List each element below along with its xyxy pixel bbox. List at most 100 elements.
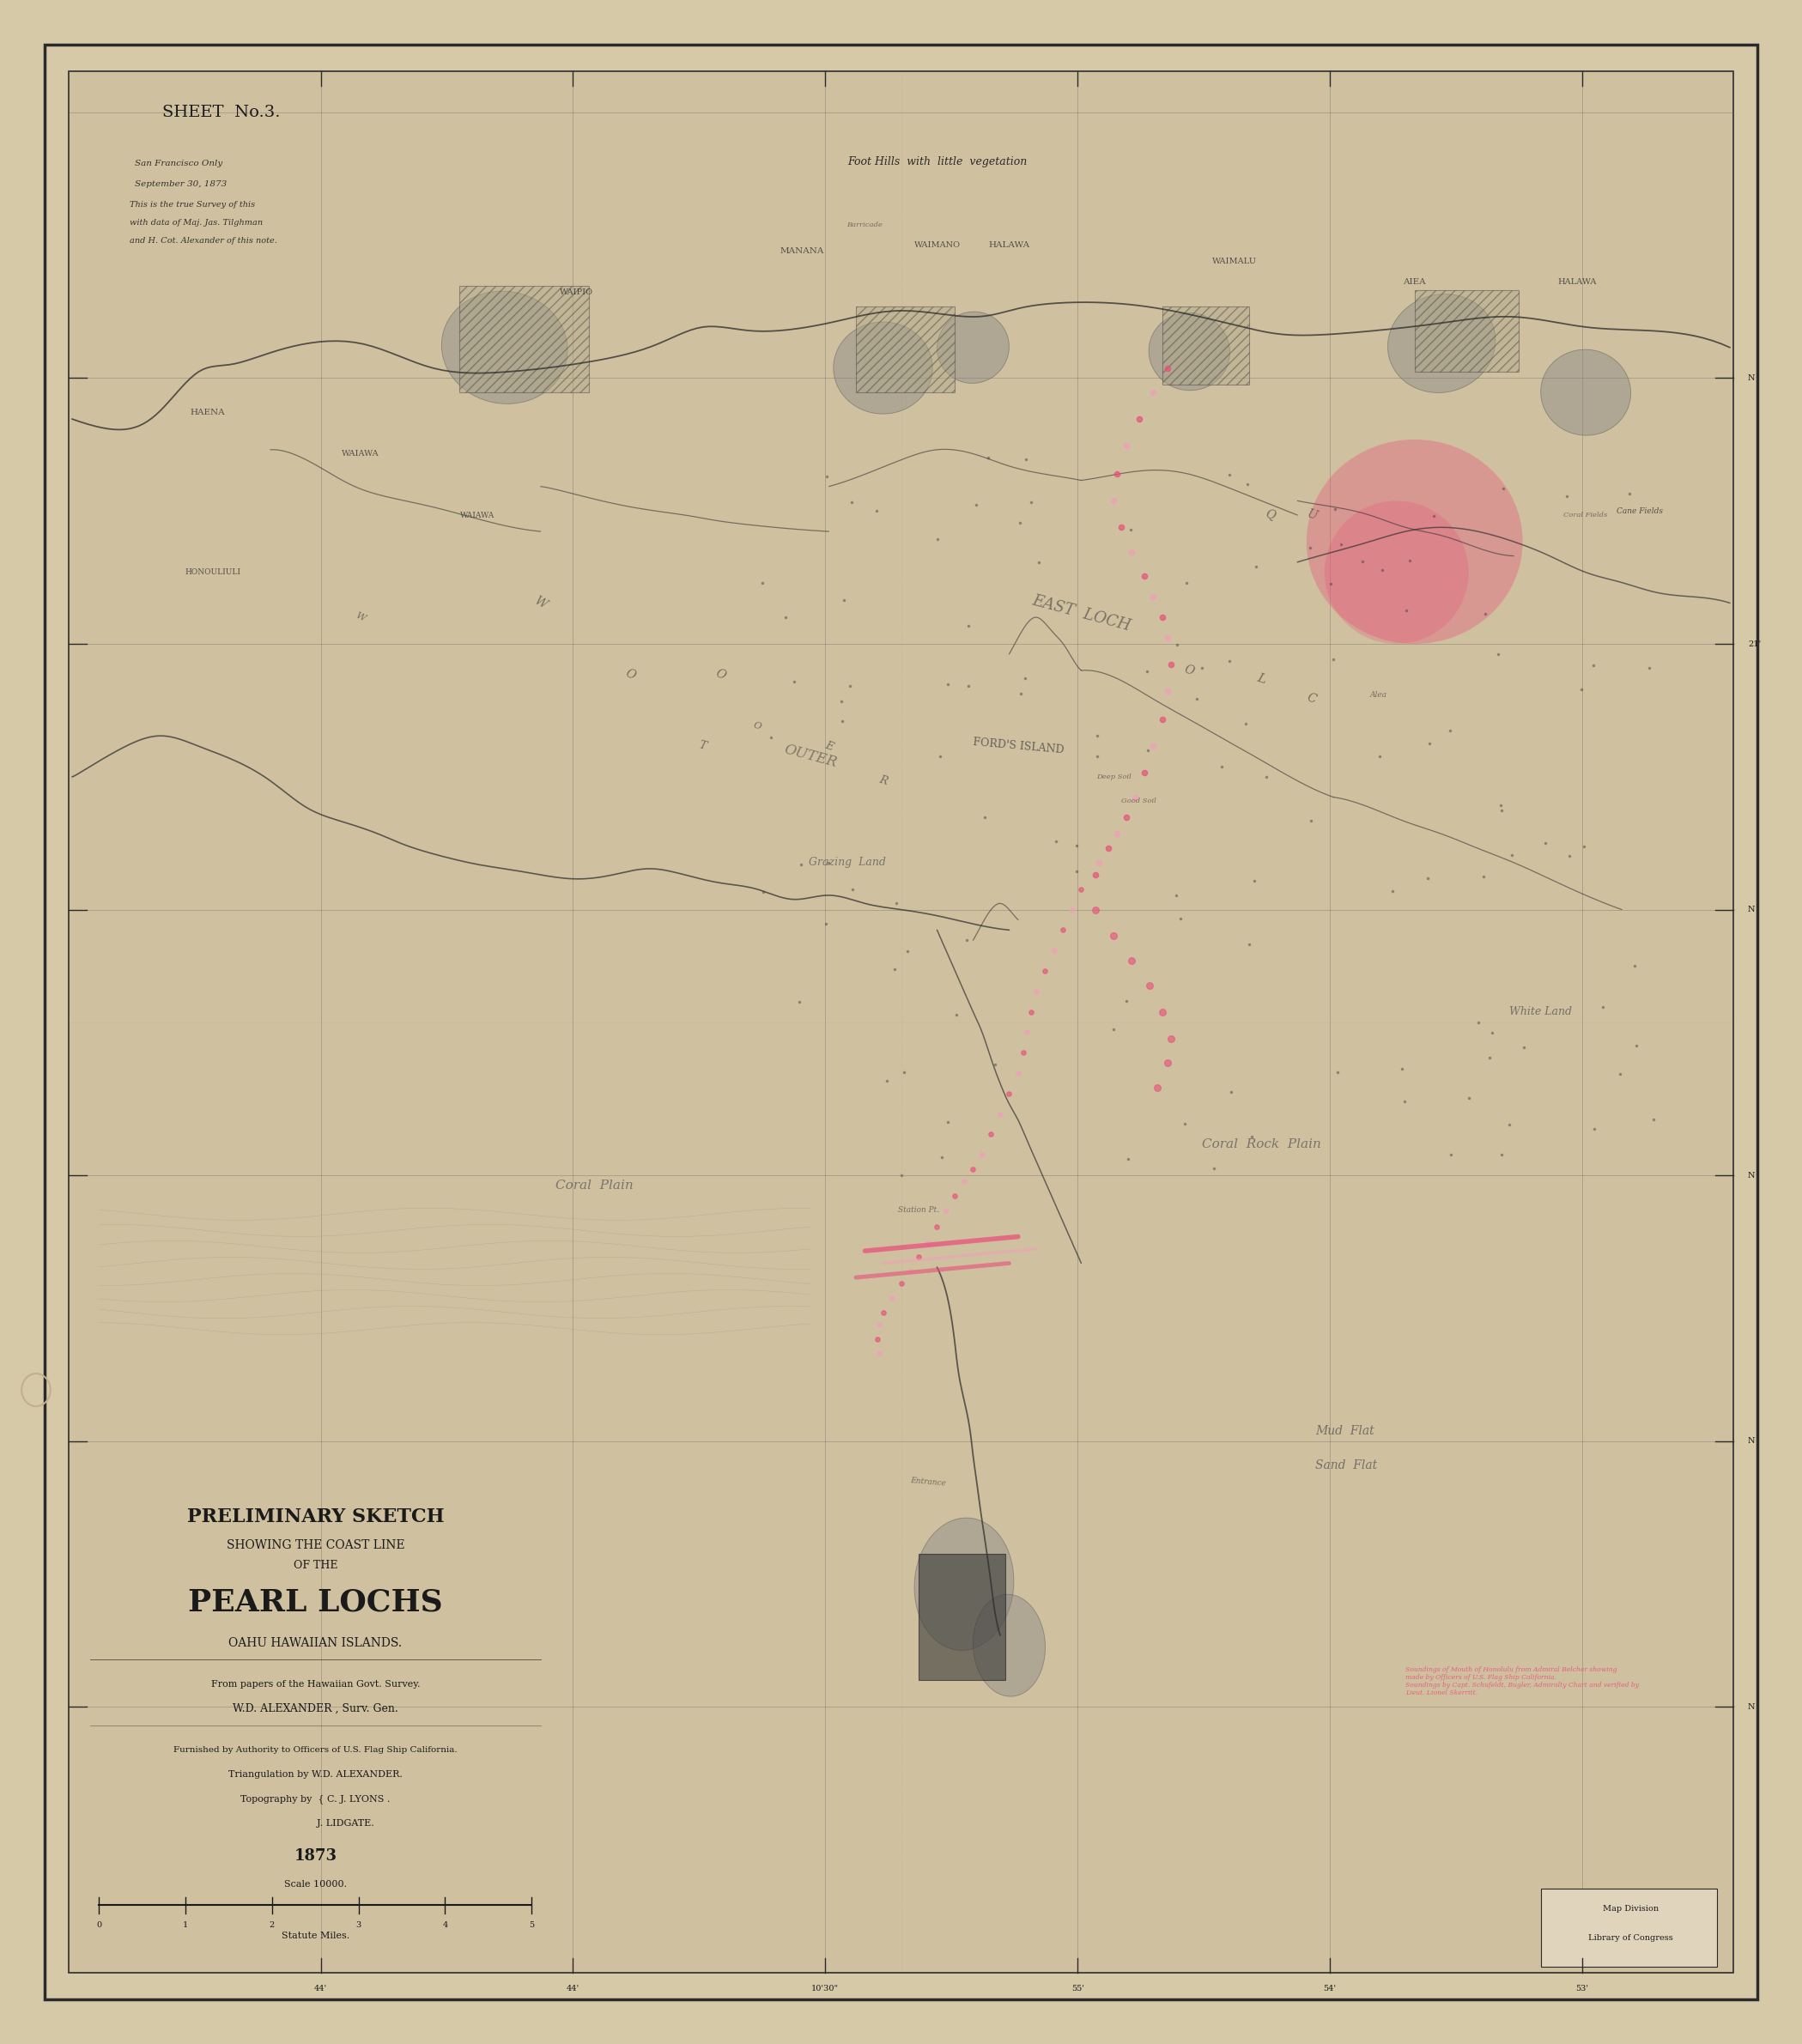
Text: OF THE: OF THE bbox=[294, 1560, 337, 1572]
Text: 44': 44' bbox=[314, 1985, 328, 1993]
Text: and H. Cot. Alexander of this note.: and H. Cot. Alexander of this note. bbox=[130, 237, 278, 245]
Point bbox=[1200, 1151, 1229, 1183]
Point bbox=[1620, 950, 1649, 983]
Point bbox=[1510, 1032, 1539, 1065]
Text: 53': 53' bbox=[1575, 1985, 1589, 1993]
Point bbox=[1171, 566, 1200, 599]
Point bbox=[1006, 507, 1034, 540]
Text: R: R bbox=[878, 775, 888, 787]
Point bbox=[1215, 644, 1243, 677]
Text: Good Soil: Good Soil bbox=[1121, 797, 1157, 805]
Point bbox=[1388, 1053, 1416, 1085]
Point bbox=[1042, 826, 1070, 858]
Text: OUTER: OUTER bbox=[782, 742, 840, 771]
Text: N: N bbox=[1748, 1437, 1755, 1445]
Text: Scale 10000.: Scale 10000. bbox=[285, 1880, 346, 1889]
Point bbox=[836, 668, 865, 701]
Text: with data of Maj. Jas. Tilghman: with data of Maj. Jas. Tilghman bbox=[130, 219, 263, 227]
Point bbox=[1182, 683, 1211, 715]
Text: Triangulation by W.D. ALEXANDER.: Triangulation by W.D. ALEXANDER. bbox=[229, 1770, 402, 1778]
Text: Entrance: Entrance bbox=[910, 1476, 946, 1488]
Text: Statute Miles.: Statute Miles. bbox=[281, 1932, 350, 1940]
Text: O: O bbox=[623, 666, 638, 683]
Point bbox=[784, 985, 813, 1018]
Point bbox=[1188, 652, 1216, 685]
Text: From papers of the Hawaiian Govt. Survey.: From papers of the Hawaiian Govt. Survey… bbox=[211, 1680, 420, 1688]
Point bbox=[894, 934, 923, 967]
Point bbox=[923, 523, 951, 556]
Point bbox=[1555, 840, 1584, 873]
Text: Alea: Alea bbox=[1370, 691, 1388, 699]
Point bbox=[1622, 1030, 1651, 1063]
Point bbox=[786, 848, 815, 881]
Text: N: N bbox=[1748, 374, 1755, 382]
Bar bbox=[919, 1553, 1006, 1680]
Point bbox=[942, 1000, 971, 1032]
Text: 21': 21' bbox=[1748, 640, 1761, 648]
Point bbox=[1476, 1040, 1505, 1073]
Point bbox=[863, 495, 892, 527]
Point bbox=[1162, 630, 1191, 662]
Point bbox=[771, 601, 800, 634]
Point bbox=[881, 887, 910, 920]
Point bbox=[973, 442, 1002, 474]
Point bbox=[811, 908, 840, 940]
Text: Barricade: Barricade bbox=[847, 221, 883, 229]
Point bbox=[813, 460, 842, 493]
Point bbox=[1011, 444, 1040, 476]
Point bbox=[1319, 644, 1348, 677]
Text: Cane Fields: Cane Fields bbox=[1616, 507, 1663, 515]
Text: 1873: 1873 bbox=[294, 1848, 337, 1864]
Text: HALAWA: HALAWA bbox=[1557, 278, 1597, 286]
Text: This is the true Survey of this: This is the true Survey of this bbox=[130, 200, 256, 208]
Point bbox=[1487, 789, 1515, 822]
Point bbox=[1114, 1143, 1142, 1175]
Text: 3: 3 bbox=[357, 1921, 360, 1930]
Text: SHOWING THE COAST LINE: SHOWING THE COAST LINE bbox=[227, 1539, 404, 1551]
Point bbox=[1215, 458, 1243, 491]
Text: Furnished by Authority to Officers of U.S. Flag Ship California.: Furnished by Authority to Officers of U.… bbox=[173, 1746, 458, 1754]
Text: San Francisco Only: San Francisco Only bbox=[135, 159, 223, 168]
Text: WAIMALU: WAIMALU bbox=[1213, 258, 1256, 266]
Point bbox=[1083, 740, 1112, 773]
Point bbox=[1323, 1057, 1352, 1089]
Point bbox=[1296, 531, 1324, 564]
Point bbox=[1483, 638, 1512, 670]
Point bbox=[1570, 830, 1598, 863]
Text: O: O bbox=[1182, 662, 1197, 679]
Text: 5: 5 bbox=[530, 1921, 533, 1930]
Point bbox=[933, 668, 962, 701]
Point bbox=[1169, 1108, 1198, 1141]
Point bbox=[962, 489, 991, 521]
Text: W: W bbox=[355, 611, 366, 623]
Ellipse shape bbox=[973, 1594, 1045, 1697]
Point bbox=[1379, 875, 1407, 908]
Point bbox=[1389, 1085, 1418, 1118]
Point bbox=[1099, 1014, 1128, 1047]
Point bbox=[1606, 1057, 1634, 1089]
Point bbox=[1133, 734, 1162, 766]
Text: Station Pt.: Station Pt. bbox=[899, 1206, 939, 1214]
Point bbox=[1488, 472, 1517, 505]
Bar bbox=[856, 307, 955, 392]
Text: L: L bbox=[1256, 672, 1267, 685]
Point bbox=[890, 1057, 919, 1089]
Point bbox=[1530, 826, 1559, 858]
Text: N: N bbox=[1748, 1703, 1755, 1711]
Ellipse shape bbox=[1388, 294, 1496, 392]
Point bbox=[829, 705, 858, 738]
Point bbox=[1016, 486, 1045, 519]
Text: Foot Hills  with  little  vegetation: Foot Hills with little vegetation bbox=[847, 155, 1027, 168]
Text: WAIAWA: WAIAWA bbox=[460, 511, 496, 519]
Point bbox=[1391, 593, 1420, 625]
Point bbox=[1615, 478, 1643, 511]
Point bbox=[1011, 662, 1040, 695]
Text: Map Division: Map Division bbox=[1602, 1905, 1660, 1913]
Text: 10'30": 10'30" bbox=[811, 1985, 840, 1993]
Text: 1: 1 bbox=[184, 1921, 187, 1930]
Point bbox=[1326, 527, 1355, 560]
Text: C: C bbox=[1306, 693, 1317, 705]
Ellipse shape bbox=[1150, 313, 1229, 390]
Text: WAIPIO: WAIPIO bbox=[560, 288, 593, 296]
Text: HAENA: HAENA bbox=[189, 409, 225, 417]
